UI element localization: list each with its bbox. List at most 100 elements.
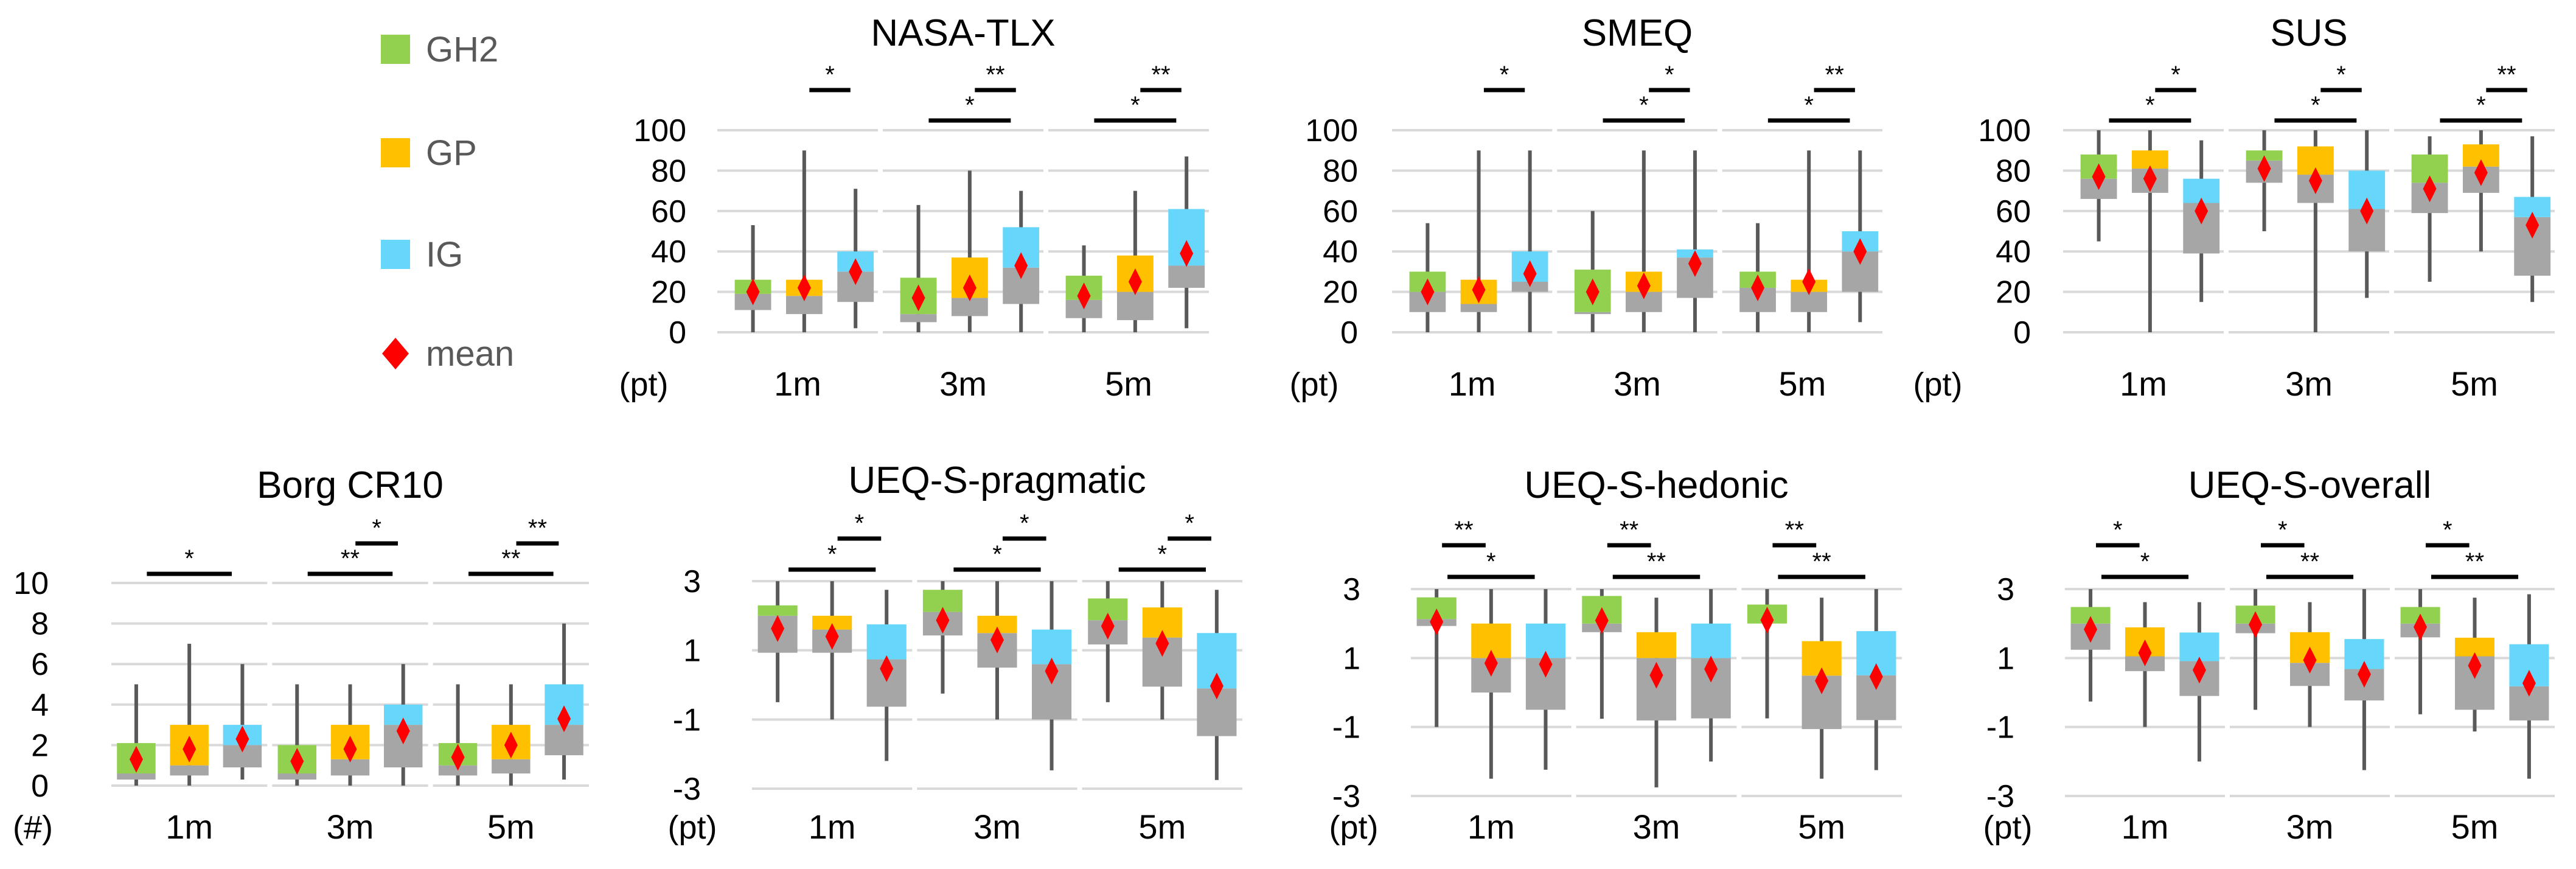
y-tick-label: 0	[2013, 315, 2031, 351]
box-gp-5m	[492, 684, 531, 786]
significance-bracket: *	[1483, 61, 1525, 92]
mean-marker	[1128, 268, 1142, 295]
x-tick-label: 1m	[809, 808, 856, 846]
significance-label: **	[986, 61, 1004, 88]
significance-label: **	[2465, 548, 2484, 575]
mean-marker	[880, 655, 894, 682]
mean-marker	[936, 607, 950, 634]
box-lower-q1-median	[1168, 265, 1205, 288]
box-gh2-3m	[922, 581, 963, 694]
box-gh2-1m	[1409, 223, 1446, 332]
box-upper-median-q3	[866, 624, 907, 660]
box-gp-3m	[2297, 130, 2334, 332]
mean-marker	[911, 284, 925, 312]
box-gh2-3m	[2235, 589, 2275, 710]
mean-marker	[2423, 175, 2437, 203]
y-axis-unit-label: (pt)	[1290, 366, 1339, 403]
significance-label: *	[1486, 548, 1496, 575]
box-gp-3m	[1636, 598, 1677, 787]
legend-item-mean: mean	[382, 334, 514, 374]
mean-marker	[2522, 669, 2536, 697]
significance-bracket: *	[809, 61, 851, 92]
y-axis-unit-label: (pt)	[1329, 809, 1379, 846]
box-ig-3m	[1677, 150, 1713, 332]
mean-marker	[1101, 612, 1115, 640]
significance-label: *	[1020, 510, 1029, 537]
mean-marker	[1421, 278, 1435, 305]
box-lower-q1-median	[492, 759, 531, 774]
y-tick-label: 60	[1996, 194, 2031, 229]
significance-bracket: *	[788, 541, 876, 572]
significance-label: **	[341, 545, 360, 572]
box-ig-5m	[1168, 156, 1205, 329]
significance-label: **	[1151, 61, 1170, 88]
box-gp-3m	[951, 170, 988, 332]
significance-bracket: *	[355, 515, 399, 546]
mean-marker	[2138, 639, 2152, 666]
significance-label: *	[855, 510, 865, 537]
significance-label: **	[501, 545, 520, 572]
significance-bracket: **	[307, 545, 393, 576]
significance-label: *	[1639, 92, 1649, 119]
significance-bracket: **	[516, 515, 559, 546]
significance-label: *	[1500, 61, 1509, 88]
mean-marker	[504, 731, 518, 759]
mean-marker	[849, 258, 863, 285]
mean-marker	[1430, 608, 1444, 635]
mean-marker	[1802, 268, 1816, 295]
box-ig-3m	[2344, 589, 2384, 770]
box-ig-3m	[1691, 589, 1731, 762]
significance-label: *	[2311, 92, 2320, 119]
box-gh2-1m	[1416, 589, 1457, 727]
y-tick-label: 80	[651, 153, 686, 189]
significance-label: *	[1185, 510, 1194, 537]
box-lower-q1-median	[1460, 304, 1497, 312]
mean-marker	[1523, 260, 1537, 287]
mean-marker	[1045, 657, 1059, 685]
mean-marker	[396, 717, 410, 745]
y-axis-unit-label: (pt)	[619, 366, 669, 403]
legend-item-gh2: GH2	[381, 30, 498, 69]
significance-bracket: *	[2440, 92, 2522, 123]
significance-label: *	[827, 541, 837, 568]
y-tick-label: 80	[1996, 153, 2031, 189]
box-gh2-1m	[2080, 130, 2117, 242]
mean-diamond-icon	[382, 338, 409, 369]
x-tick-label: 3m	[1613, 365, 1661, 403]
x-tick-label: 1m	[165, 808, 213, 846]
mean-marker	[2092, 163, 2106, 190]
box-ig-1m	[837, 189, 874, 329]
significance-bracket: **	[1442, 517, 1486, 548]
box-upper-median-q3	[1636, 632, 1677, 658]
mean-marker	[1688, 250, 1702, 277]
x-tick-label: 5m	[487, 808, 535, 846]
legend-label: mean	[426, 334, 514, 374]
mean-marker	[2257, 155, 2271, 183]
mean-marker	[1751, 274, 1765, 301]
mean-marker	[2468, 652, 2482, 679]
mean-marker	[2143, 165, 2157, 192]
box-ig-3m	[384, 664, 423, 786]
significance-label: *	[2145, 92, 2155, 119]
chart-title: UEQ-S-pragmatic	[848, 459, 1146, 501]
x-tick-label: 3m	[327, 808, 374, 846]
chart-title: SUS	[2270, 12, 2347, 54]
mean-marker	[1853, 238, 1867, 265]
y-tick-label: 3	[1343, 572, 1360, 607]
box-gp-3m	[1626, 150, 1662, 332]
significance-bracket: *	[2101, 548, 2189, 579]
significance-label: *	[184, 545, 194, 572]
chart-ueq-s-overall: UEQ-S-overall-3-113(pt) 1m 3m 5m********	[1983, 464, 2555, 846]
x-tick-label: 5m	[1105, 365, 1152, 403]
legend-label: GH2	[426, 30, 498, 69]
significance-bracket: **	[468, 545, 554, 576]
significance-label: **	[2497, 61, 2516, 88]
y-tick-label: 100	[1978, 113, 2031, 148]
significance-label: *	[2140, 548, 2150, 575]
significance-label: **	[1785, 517, 1804, 543]
legend-label: GP	[426, 133, 477, 173]
significance-bracket: **	[975, 61, 1016, 92]
box-gh2-5m	[2400, 589, 2440, 714]
